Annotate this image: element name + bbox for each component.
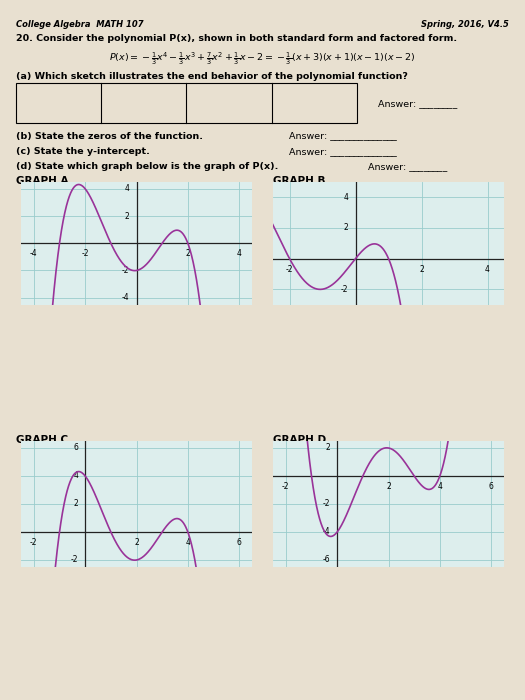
Text: 6: 6 xyxy=(74,444,78,452)
Text: 4: 4 xyxy=(185,538,190,547)
Text: 2: 2 xyxy=(125,211,130,220)
Text: -2: -2 xyxy=(282,482,290,491)
Text: 2: 2 xyxy=(419,265,424,274)
Text: B.: B. xyxy=(107,86,117,95)
Text: 4: 4 xyxy=(74,472,78,480)
Text: -2: -2 xyxy=(30,538,38,547)
Text: GRAPH C: GRAPH C xyxy=(16,435,68,445)
Text: 2: 2 xyxy=(74,500,78,508)
Text: Answer: ______________: Answer: ______________ xyxy=(289,132,396,141)
Text: (a) Which sketch illustrates the end behavior of the polynomial function?: (a) Which sketch illustrates the end beh… xyxy=(16,72,407,81)
Text: 6: 6 xyxy=(237,538,242,547)
Text: -4: -4 xyxy=(122,293,130,302)
Text: Answer: ________: Answer: ________ xyxy=(378,99,457,108)
Text: 2: 2 xyxy=(326,444,330,452)
Text: 4: 4 xyxy=(344,193,349,202)
Text: 2: 2 xyxy=(134,538,139,547)
Text: 2: 2 xyxy=(185,249,190,258)
Text: Answer: ________: Answer: ________ xyxy=(368,162,447,172)
Text: -2: -2 xyxy=(71,556,78,564)
Text: GRAPH A: GRAPH A xyxy=(16,176,68,186)
Text: 4: 4 xyxy=(485,265,490,274)
Text: A.: A. xyxy=(22,86,32,95)
Text: 4: 4 xyxy=(237,249,242,258)
Text: Spring, 2016, V4.5: Spring, 2016, V4.5 xyxy=(422,20,509,29)
Text: 2: 2 xyxy=(344,223,349,232)
Text: (d) State which graph below is the graph of P(x).: (d) State which graph below is the graph… xyxy=(16,162,278,172)
Text: -6: -6 xyxy=(322,556,330,564)
Text: -2: -2 xyxy=(81,249,89,258)
Text: GRAPH D: GRAPH D xyxy=(273,435,326,445)
Text: C.: C. xyxy=(192,86,202,95)
Text: D.: D. xyxy=(278,86,288,95)
Text: -2: -2 xyxy=(286,265,293,274)
Text: 2: 2 xyxy=(386,482,391,491)
Text: -2: -2 xyxy=(122,266,130,275)
Text: $P(x)=-\frac{1}{3}x^4-\frac{1}{3}x^3+\frac{7}{3}x^2+\frac{1}{3}x-2=-\frac{1}{3}(: $P(x)=-\frac{1}{3}x^4-\frac{1}{3}x^3+\fr… xyxy=(109,50,416,67)
Text: Answer: ______________: Answer: ______________ xyxy=(289,147,396,156)
Text: 4: 4 xyxy=(437,482,442,491)
Text: College Algebra  MATH 107: College Algebra MATH 107 xyxy=(16,20,143,29)
Text: GRAPH B: GRAPH B xyxy=(273,176,326,186)
Text: (b) State the zeros of the function.: (b) State the zeros of the function. xyxy=(16,132,203,141)
Text: -2: -2 xyxy=(323,500,330,508)
Text: -4: -4 xyxy=(30,249,38,258)
Text: -2: -2 xyxy=(341,285,349,294)
Text: 20. Consider the polynomial P(x), shown in both standard form and factored form.: 20. Consider the polynomial P(x), shown … xyxy=(16,34,457,43)
Text: 4: 4 xyxy=(125,184,130,193)
Text: 6: 6 xyxy=(489,482,494,491)
Text: -4: -4 xyxy=(322,528,330,536)
Text: (c) State the y-intercept.: (c) State the y-intercept. xyxy=(16,147,150,156)
